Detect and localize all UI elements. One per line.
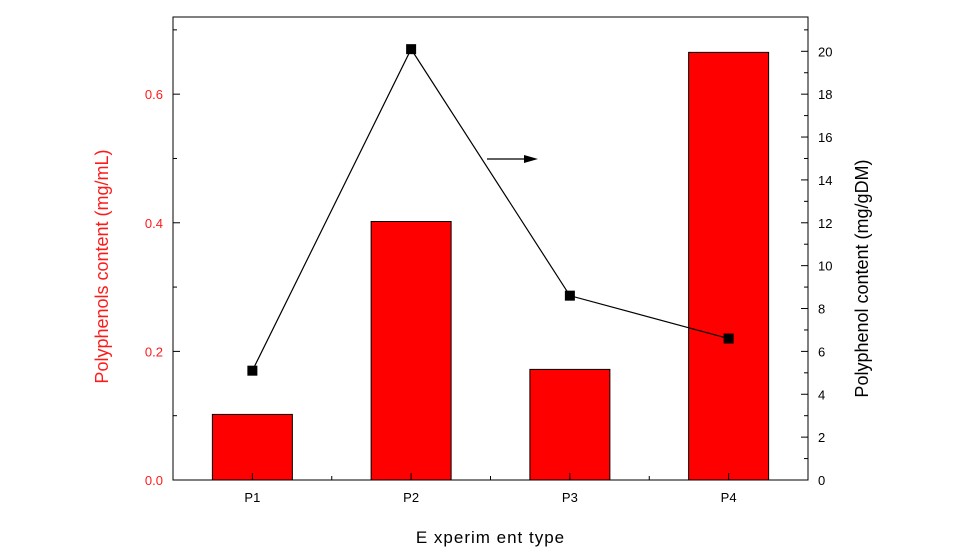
y-axis-label-right: Polyphenol content (mg/gDM) (852, 159, 872, 397)
bar-series (211, 51, 770, 481)
y-tick-label-right: 20 (818, 44, 832, 59)
x-tick-label: P2 (403, 490, 419, 505)
x-tick-label: P3 (562, 490, 578, 505)
line-point-p1 (247, 365, 258, 376)
y-tick-label-right: 14 (818, 173, 832, 188)
y-tick-label-right: 2 (818, 430, 825, 445)
y-tick-label-left: 0.2 (145, 344, 163, 359)
x-tick-label: P4 (721, 490, 737, 505)
y-tick-label-right: 16 (818, 130, 832, 145)
line-point-p2 (406, 44, 417, 55)
y-tick-label-left: 0.4 (145, 216, 163, 231)
bar-p4 (688, 51, 770, 481)
y-tick-label-right: 0 (818, 473, 825, 488)
y-tick-label-right: 10 (818, 259, 832, 274)
y-tick-label-right: 8 (818, 302, 825, 317)
y-tick-label-right: 18 (818, 87, 832, 102)
y-axis-label-left: Polyphenols content (mg/mL) (92, 149, 112, 383)
bar-p2 (370, 220, 452, 481)
line-path (251, 47, 729, 371)
bar-p1 (211, 413, 293, 481)
y-tick-label-right: 12 (818, 216, 832, 231)
x-tick-label: P1 (244, 490, 260, 505)
axes: 0.0 0.2 0.4 0.6 0 2 4 6 8 10 12 14 16 18 20 P1 P2 P3 P4 (145, 29, 832, 505)
annotation-arrow (487, 155, 538, 163)
line-series (247, 44, 734, 376)
y-tick-label-left: 0.6 (145, 87, 163, 102)
bar-p3 (529, 368, 611, 481)
y-tick-label-right: 6 (818, 344, 825, 359)
line-point-p3 (564, 290, 575, 301)
x-axis-label: E xperim ent type (416, 528, 565, 547)
y-tick-label-left: 0.0 (145, 473, 163, 488)
line-point-p4 (723, 333, 734, 344)
arrow-head (524, 155, 538, 163)
y-tick-label-right: 4 (818, 387, 825, 402)
